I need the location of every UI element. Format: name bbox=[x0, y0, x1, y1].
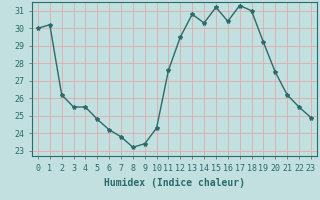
X-axis label: Humidex (Indice chaleur): Humidex (Indice chaleur) bbox=[104, 178, 245, 188]
